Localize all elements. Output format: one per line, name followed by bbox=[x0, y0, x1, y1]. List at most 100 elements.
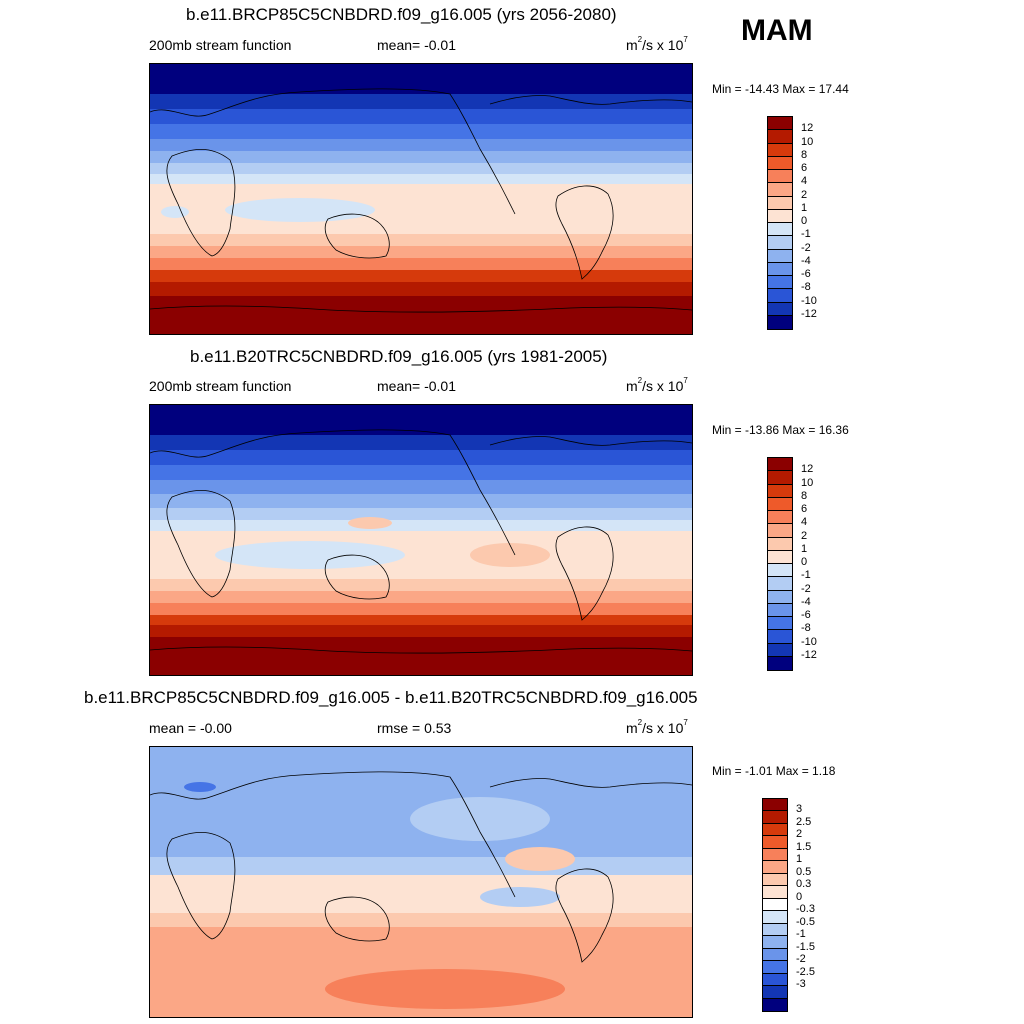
panel-2-variable-label: 200mb stream function bbox=[149, 378, 292, 394]
band bbox=[150, 579, 692, 591]
colorbar-swatch bbox=[768, 143, 792, 157]
band bbox=[150, 480, 692, 494]
colorbar-swatch bbox=[763, 823, 787, 837]
colorbar-tick-label: 0 bbox=[796, 890, 803, 903]
band bbox=[150, 494, 692, 508]
coastlines bbox=[150, 771, 692, 963]
colorbar-tick-label: 12 bbox=[801, 463, 814, 476]
band bbox=[150, 615, 692, 625]
band bbox=[150, 234, 692, 246]
colorbar-swatch bbox=[768, 471, 792, 485]
colorbar-tick-label: -2 bbox=[801, 241, 811, 254]
negative-anomaly-patch bbox=[215, 541, 405, 569]
panel-2-map-svg bbox=[150, 405, 692, 675]
colorbar-tick-label: -1 bbox=[801, 228, 811, 241]
colorbar-tick-label: 2 bbox=[796, 828, 803, 841]
colorbar-swatch bbox=[763, 973, 787, 987]
colorbar-tick-label: -10 bbox=[801, 294, 817, 307]
colorbar-swatch bbox=[763, 936, 787, 949]
band bbox=[150, 139, 692, 151]
positive-anomaly-patch bbox=[325, 969, 565, 1009]
band bbox=[150, 857, 692, 875]
colorbar-tick-label: -12 bbox=[801, 307, 817, 320]
panel-3-minmax: Min = -1.01 Max = 1.18 bbox=[712, 764, 836, 778]
coastlines bbox=[150, 429, 692, 654]
colorbar-tick-label: 4 bbox=[801, 516, 808, 529]
colorbar-swatch bbox=[768, 497, 792, 511]
colorbar-tick-label: 1 bbox=[801, 201, 808, 214]
colorbar-swatch bbox=[763, 799, 787, 812]
colorbar-swatch bbox=[768, 209, 792, 223]
band bbox=[150, 637, 692, 675]
colorbar-swatch bbox=[768, 458, 792, 472]
colorbar-swatch bbox=[768, 170, 792, 184]
colorbar-swatch bbox=[763, 986, 787, 999]
panel-1-title: b.e11.BRCP85C5CNBDRD.f09_g16.005 (yrs 20… bbox=[186, 5, 617, 24]
panel-1-colorbar bbox=[767, 116, 793, 330]
panel-1-map-svg bbox=[150, 64, 692, 334]
colorbar-tick-label: 4 bbox=[801, 175, 808, 188]
colorbar-swatch bbox=[763, 898, 787, 912]
band bbox=[150, 465, 692, 480]
colorbar-swatch bbox=[763, 911, 787, 924]
colorbar-swatch bbox=[768, 656, 792, 670]
colorbar-swatch bbox=[768, 262, 792, 276]
band bbox=[150, 163, 692, 174]
band bbox=[150, 875, 692, 913]
colorbar-tick-label: 10 bbox=[801, 135, 814, 148]
colorbar-tick-label: 2 bbox=[801, 188, 808, 201]
colorbar-tick-label: -1.5 bbox=[796, 940, 815, 953]
colorbar-tick-label: 8 bbox=[801, 148, 808, 161]
panel-3-rmse-label: rmse = 0.53 bbox=[377, 720, 452, 736]
band bbox=[150, 246, 692, 258]
panel-1-units-label: m2/s x 107 bbox=[626, 35, 688, 53]
panel-2-units-label: m2/s x 107 bbox=[626, 376, 688, 394]
colorbar-tick-label: -0.3 bbox=[796, 903, 815, 916]
colorbar-tick-label: -10 bbox=[801, 635, 817, 648]
colorbar-swatch bbox=[768, 276, 792, 290]
negative-anomaly-patch bbox=[184, 782, 216, 792]
colorbar-swatch bbox=[763, 848, 787, 862]
panel-3-mean-label: mean = -0.00 bbox=[149, 720, 232, 736]
colorbar-swatch bbox=[768, 223, 792, 237]
colorbar-swatch bbox=[768, 643, 792, 657]
panel-3-title: b.e11.BRCP85C5CNBDRD.f09_g16.005 - b.e11… bbox=[84, 688, 698, 707]
colorbar-swatch bbox=[768, 236, 792, 250]
colorbar-tick-label: 1 bbox=[801, 542, 808, 555]
colorbar-tick-label: 8 bbox=[801, 489, 808, 502]
panel-1-variable-label: 200mb stream function bbox=[149, 37, 292, 53]
band bbox=[150, 296, 692, 334]
panel-1-map bbox=[149, 63, 693, 335]
colorbar-tick-label: 0 bbox=[801, 215, 808, 227]
panel-3-map bbox=[149, 746, 693, 1018]
colorbar-tick-label: -3 bbox=[796, 978, 806, 991]
panel-2-minmax: Min = -13.86 Max = 16.36 bbox=[712, 423, 849, 437]
positive-anomaly-patch bbox=[348, 517, 392, 529]
panel-2-map bbox=[149, 404, 693, 676]
colorbar-tick-label: -6 bbox=[801, 268, 811, 280]
negative-anomaly-patch bbox=[161, 206, 189, 218]
colorbar-tick-label: -2 bbox=[796, 953, 806, 966]
colorbar-tick-label: 1 bbox=[796, 853, 803, 866]
season-label: MAM bbox=[741, 14, 813, 47]
band bbox=[150, 508, 692, 520]
colorbar-tick-label: -0.5 bbox=[796, 915, 815, 928]
colorbar-tick-label: -2 bbox=[801, 582, 811, 595]
colorbar-tick-label: -6 bbox=[801, 609, 811, 621]
colorbar-swatch bbox=[768, 550, 792, 564]
colorbar-tick-label: -1 bbox=[796, 928, 806, 941]
colorbar-swatch bbox=[768, 289, 792, 303]
colorbar-tick-label: 12 bbox=[801, 122, 814, 135]
band bbox=[150, 174, 692, 184]
panel-3-map-svg bbox=[150, 747, 692, 1017]
band bbox=[150, 625, 692, 637]
coastlines bbox=[150, 88, 692, 313]
colorbar-tick-label: 0.3 bbox=[796, 878, 812, 891]
colorbar-swatch bbox=[763, 998, 787, 1011]
colorbar-swatch bbox=[768, 302, 792, 316]
colorbar-tick-label: 6 bbox=[801, 162, 808, 174]
colorbar-tick-label: -8 bbox=[801, 281, 811, 294]
negative-anomaly-patch bbox=[480, 887, 560, 907]
panel-3-colorbar bbox=[762, 798, 788, 1012]
colorbar-swatch bbox=[768, 590, 792, 604]
